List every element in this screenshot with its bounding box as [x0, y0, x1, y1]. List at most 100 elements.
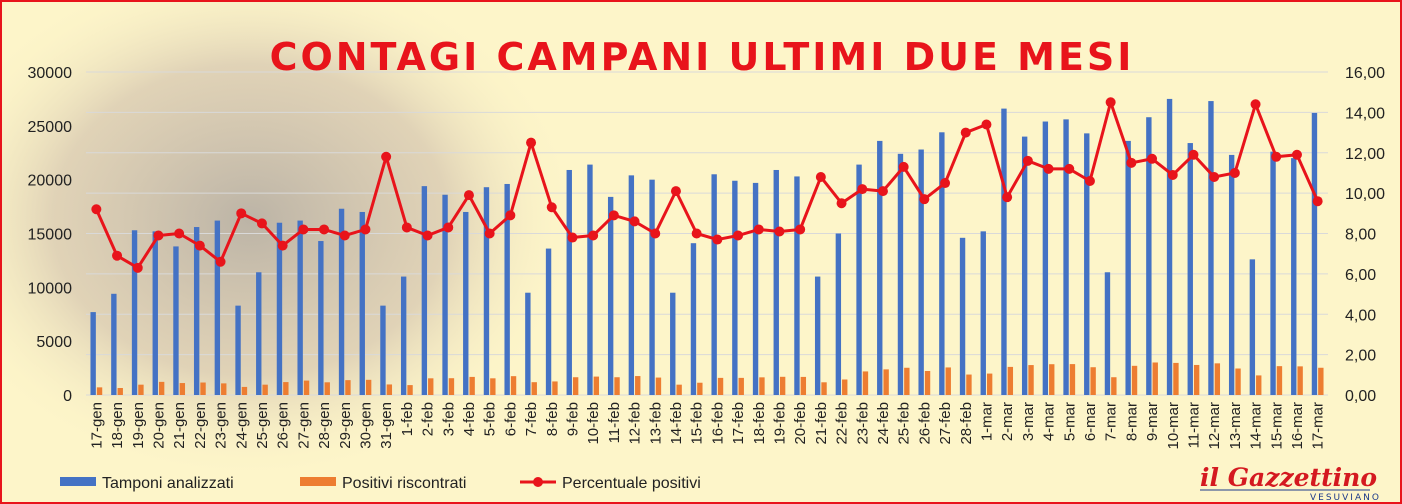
right-axis-tick-labels: 0,00 2,00 4,00 6,00 8,00 10,00 12,00 14,00 16,00 [1345, 65, 1385, 405]
left-axis-tick-labels: 0 5000 10000 15000 20000 25000 30000 [28, 65, 73, 405]
bar-positivi [1028, 365, 1034, 395]
point-percentuale [960, 127, 971, 138]
bar-tamponi [773, 169, 779, 395]
bar-positivi [1235, 368, 1241, 395]
point-percentuale [174, 228, 185, 239]
bar-tamponi [193, 227, 200, 395]
x-tick-label: 17-gen [88, 402, 105, 449]
bar-positivi [1193, 364, 1200, 395]
bar-tamponi [1146, 117, 1152, 395]
x-tick-label: 9-mar [1144, 402, 1161, 441]
x-tick-label: 11-mar [1185, 402, 1202, 448]
right-tick-label: 10,00 [1345, 186, 1385, 203]
bar-tamponi [359, 211, 365, 395]
x-tick-label: 27-gen [295, 402, 312, 449]
bar-positivi [324, 382, 330, 395]
bar-tamponi [338, 208, 345, 395]
bar-tamponi [959, 237, 966, 395]
bar-tamponi [752, 182, 759, 395]
chart-title: CONTAGI CAMPANI ULTIMI DUE MESI [270, 35, 1135, 79]
point-percentuale [505, 210, 516, 221]
x-tick-label: 24-gen [233, 402, 250, 449]
left-tick-label: 15000 [28, 227, 73, 244]
bar-tamponi [835, 233, 842, 395]
bar-tamponi [1063, 119, 1069, 395]
bar-tamponi [1228, 154, 1235, 395]
bar-positivi [635, 376, 641, 395]
point-percentuale [236, 208, 247, 219]
point-percentuale [1209, 171, 1220, 182]
right-tick-label: 12,00 [1345, 146, 1385, 163]
bar-tamponi [525, 292, 531, 395]
x-tick-label: 20-gen [150, 402, 167, 449]
x-tick-label: 2-feb [420, 402, 437, 436]
bar-tamponi [897, 153, 904, 395]
x-tick-label: 13-mar [1227, 402, 1244, 450]
bar-positivi [428, 378, 434, 395]
x-tick-label: 6-feb [502, 402, 519, 436]
bar-positivi [655, 377, 662, 395]
x-tick-label: 27-feb [937, 402, 954, 445]
x-tick-label: 31-gen [378, 402, 395, 449]
point-percentuale [1229, 167, 1240, 178]
x-tick-label: 4-feb [461, 402, 478, 436]
bar-tamponi [628, 175, 635, 395]
bar-positivi [676, 384, 682, 395]
point-percentuale [1250, 99, 1261, 110]
point-percentuale [484, 228, 495, 239]
point-percentuale [256, 218, 267, 229]
x-tick-label: 13-feb [647, 402, 664, 445]
bar-positivi [1049, 364, 1055, 395]
bar-tamponi [111, 293, 117, 395]
x-tick-label: 6-mar [1082, 402, 1099, 441]
bar-positivi [800, 376, 807, 395]
right-tick-label: 8,00 [1345, 227, 1376, 244]
point-percentuale [1002, 192, 1013, 203]
bar-positivi [345, 380, 351, 395]
bar-positivi [117, 388, 123, 395]
point-percentuale [1043, 163, 1054, 174]
right-tick-label: 14,00 [1345, 105, 1385, 122]
bar-positivi [241, 386, 248, 395]
point-percentuale [795, 224, 806, 235]
bar-positivi [738, 377, 744, 395]
x-tick-label: 18-gen [109, 402, 126, 449]
point-percentuale [712, 234, 723, 245]
x-tick-label: 4-mar [1041, 402, 1058, 441]
bar-positivi [262, 384, 268, 395]
bar-positivi [986, 373, 993, 395]
gazzettino-logo: il Gazzettino VESUVIANO [1200, 463, 1381, 503]
x-tick-label: 8-mar [1123, 402, 1140, 441]
bar-positivi [717, 377, 724, 395]
x-tick-label: 19-gen [130, 402, 147, 449]
x-tick-label: 5-feb [482, 402, 499, 436]
point-percentuale [670, 186, 681, 197]
bar-positivi [1152, 362, 1158, 395]
bar-positivi [1297, 366, 1303, 395]
legend-label-percentuale: Percentuale positivi [562, 475, 701, 492]
point-percentuale [1188, 149, 1199, 160]
series-tamponi-analizzati [90, 98, 1318, 396]
point-percentuale [319, 224, 330, 235]
point-percentuale [836, 198, 847, 209]
x-axis-tick-labels: 17-gen 18-gen 19-gen 20-gen 21-gen 22-gen 23-g… [88, 402, 1326, 450]
x-tick-label: 25-feb [896, 402, 913, 445]
bar-tamponi [856, 164, 862, 395]
bar-positivi [1090, 367, 1096, 395]
point-percentuale [360, 224, 371, 235]
bar-positivi [303, 380, 310, 395]
bar-positivi [179, 383, 186, 395]
bar-tamponi [587, 164, 593, 395]
bar-tamponi [607, 196, 614, 395]
point-percentuale [1022, 155, 1033, 166]
x-tick-label: 7-feb [523, 402, 540, 436]
logo-sub-text: VESUVIANO [1310, 493, 1381, 503]
x-tick-label: 1-feb [399, 402, 416, 436]
left-tick-label: 30000 [28, 65, 73, 82]
bar-positivi [531, 382, 537, 395]
x-tick-label: 1-mar [978, 402, 995, 441]
bar-positivi [138, 384, 144, 395]
